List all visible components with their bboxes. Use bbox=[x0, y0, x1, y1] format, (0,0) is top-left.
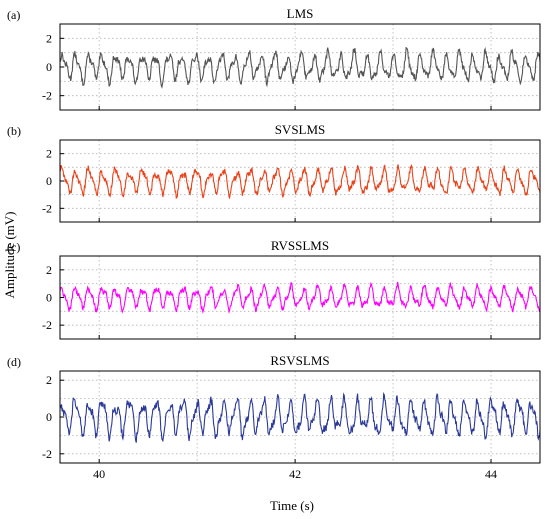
y-tick-label: 2 bbox=[46, 147, 52, 161]
x-tick-label: 44 bbox=[485, 467, 497, 481]
chart-title: RSVSLMS bbox=[270, 353, 329, 368]
x-tick-label: 40 bbox=[93, 467, 105, 481]
panel-c: -2 0 2 (c) RVSSLMS bbox=[7, 238, 541, 340]
y-tick-label: -2 bbox=[42, 89, 52, 103]
panel-label: (d) bbox=[7, 355, 21, 369]
y-tick-label: 0 bbox=[46, 60, 52, 74]
series-line bbox=[59, 46, 541, 89]
x-axis-label: Time (s) bbox=[270, 498, 314, 513]
y-axis-label: Amplitude (mV) bbox=[2, 211, 17, 298]
y-tick-label: 2 bbox=[46, 263, 52, 277]
panel-d: -2 0 2 40 42 44 (d) RSVSLMS bbox=[7, 353, 541, 481]
panel-label: (a) bbox=[7, 8, 20, 22]
panel-label: (c) bbox=[7, 240, 20, 254]
chart-panels: -2 0 2 (a) LMS -2 0 2 (b) SVSLMS -2 0 2 (c) RVSSLMS -2 0… bbox=[7, 6, 541, 481]
x-tick-label: 42 bbox=[289, 467, 301, 481]
panel-b: -2 0 2 (b) SVSLMS bbox=[7, 122, 541, 223]
chart-title: SVSLMS bbox=[275, 122, 326, 137]
series-line bbox=[59, 163, 541, 200]
chart-title: LMS bbox=[287, 6, 314, 21]
chart-title: RVSSLMS bbox=[271, 238, 329, 253]
series-line bbox=[59, 391, 541, 443]
y-tick-label: 0 bbox=[46, 174, 52, 188]
y-tick-label: -2 bbox=[42, 201, 52, 215]
y-tick-label: 0 bbox=[46, 291, 52, 305]
y-tick-label: 2 bbox=[46, 31, 52, 45]
y-tick-label: 0 bbox=[46, 410, 52, 424]
series-line bbox=[59, 281, 541, 314]
y-tick-label: -2 bbox=[42, 447, 52, 461]
y-tick-label: -2 bbox=[42, 318, 52, 332]
panel-label: (b) bbox=[7, 124, 21, 138]
panel-a: -2 0 2 (a) LMS bbox=[7, 6, 541, 111]
y-tick-label: 2 bbox=[46, 373, 52, 387]
